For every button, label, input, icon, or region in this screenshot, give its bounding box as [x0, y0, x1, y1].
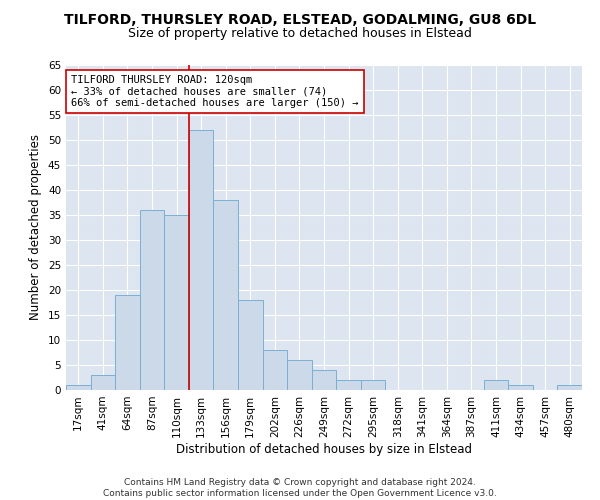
Bar — [508, 385, 533, 390]
Bar — [66, 385, 91, 390]
Bar — [214, 200, 238, 390]
Bar — [238, 300, 263, 390]
Y-axis label: Number of detached properties: Number of detached properties — [29, 134, 43, 320]
Bar — [557, 385, 582, 390]
Text: Contains HM Land Registry data © Crown copyright and database right 2024.
Contai: Contains HM Land Registry data © Crown c… — [103, 478, 497, 498]
Bar — [312, 370, 336, 390]
Bar — [336, 380, 361, 390]
Bar — [140, 210, 164, 390]
Bar — [484, 380, 508, 390]
Bar — [189, 130, 214, 390]
Bar — [263, 350, 287, 390]
Bar — [115, 295, 140, 390]
Text: TILFORD, THURSLEY ROAD, ELSTEAD, GODALMING, GU8 6DL: TILFORD, THURSLEY ROAD, ELSTEAD, GODALMI… — [64, 12, 536, 26]
Bar — [361, 380, 385, 390]
Bar — [287, 360, 312, 390]
Bar — [164, 215, 189, 390]
Text: TILFORD THURSLEY ROAD: 120sqm
← 33% of detached houses are smaller (74)
66% of s: TILFORD THURSLEY ROAD: 120sqm ← 33% of d… — [71, 74, 359, 108]
Text: Size of property relative to detached houses in Elstead: Size of property relative to detached ho… — [128, 28, 472, 40]
X-axis label: Distribution of detached houses by size in Elstead: Distribution of detached houses by size … — [176, 442, 472, 456]
Bar — [91, 375, 115, 390]
